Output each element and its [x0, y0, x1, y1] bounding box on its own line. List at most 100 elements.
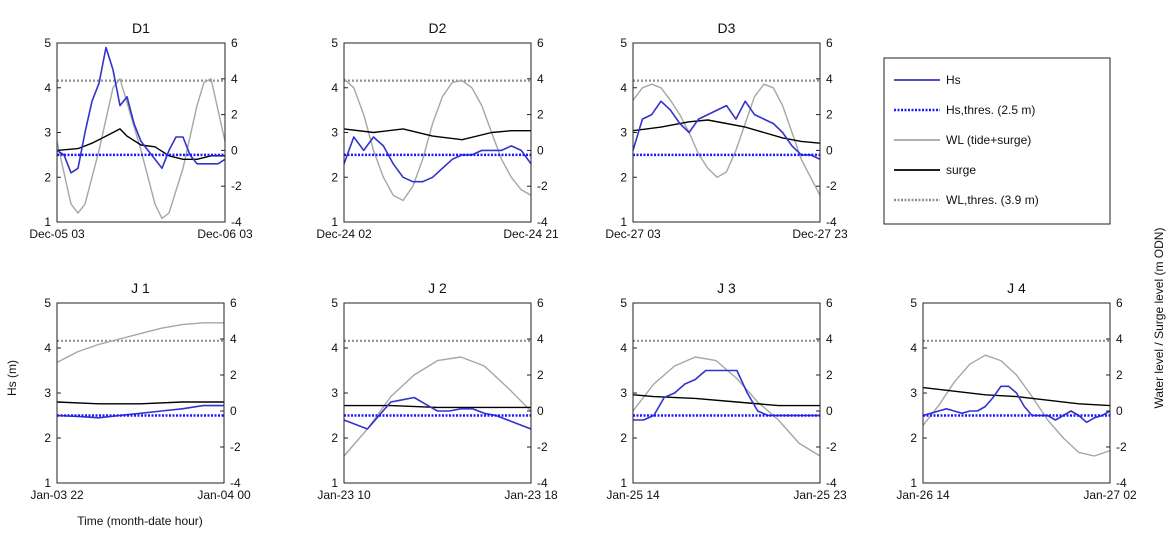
- legend-label: Hs,thres. (2.5 m): [946, 103, 1035, 117]
- legend-item: surge: [894, 163, 976, 177]
- right-tick-label: 6: [231, 36, 238, 50]
- x-tick-label-start: Jan-23 10: [317, 488, 371, 502]
- right-tick-label: 2: [537, 368, 544, 382]
- legend-item: Hs: [894, 73, 961, 87]
- x-tick-label-end: Dec-06 03: [197, 227, 253, 241]
- right-tick-label: -4: [826, 215, 837, 229]
- left-tick-label: 4: [910, 341, 917, 355]
- right-tick-label: -2: [231, 179, 242, 193]
- wl-series-line: [923, 354, 1110, 457]
- plot-lines: [57, 322, 224, 419]
- wl-series-line: [633, 356, 820, 457]
- left-tick-label: 1: [331, 215, 338, 229]
- hs-series-line: [344, 136, 531, 183]
- left-tick-label: 1: [620, 476, 627, 490]
- right-tick-label: 6: [230, 296, 237, 310]
- x-tick-label-start: Dec-27 03: [605, 227, 661, 241]
- left-tick-label: 5: [44, 296, 51, 310]
- plot-area: [57, 303, 224, 483]
- left-tick-label: 1: [44, 476, 51, 490]
- plot-lines: [633, 339, 820, 457]
- x-tick-label-start: Jan-03 22: [30, 488, 84, 502]
- x-tick-label-start: Dec-24 02: [316, 227, 372, 241]
- plot-lines: [344, 78, 531, 202]
- left-tick-label: 3: [620, 126, 627, 140]
- panel-j2: 1 2 3 4 5 -4 -2 0 2 4 6 Jan-23 10 Jan-23 18 J 2: [317, 280, 558, 502]
- legend-box: [883, 57, 1111, 225]
- left-tick-label: 3: [44, 386, 51, 400]
- right-tick-label: 4: [231, 72, 238, 86]
- legend: Hs Hs,thres. (2.5 m) WL (tide+surge) surge W…: [883, 57, 1111, 225]
- x-tick-label-end: Jan-25 23: [793, 488, 847, 502]
- left-tick-label: 1: [910, 476, 917, 490]
- left-tick-label: 3: [44, 126, 51, 140]
- legend-label: WL (tide+surge): [946, 133, 1031, 147]
- right-tick-label: 4: [826, 72, 833, 86]
- legend-item: WL (tide+surge): [894, 133, 1031, 147]
- panel-j3: 1 2 3 4 5 -4 -2 0 2 4 6 Jan-25 14 Jan-25 23 J 3: [606, 280, 847, 502]
- panels: 1 2 3 4 5 -4 -2 0 2 4 6 Dec-05 03 Dec-06 03 D1 1 2 3 4 5 -4…: [29, 20, 1137, 502]
- left-tick-label: 3: [620, 386, 627, 400]
- x-tick-label-end: Jan-04 00: [197, 488, 251, 502]
- right-tick-label: -4: [230, 476, 241, 490]
- wl-series-line: [57, 78, 225, 220]
- plot-area: [57, 43, 225, 222]
- panel-title: J 1: [131, 280, 150, 296]
- plot-area: [633, 43, 820, 222]
- right-tick-label: 4: [826, 332, 833, 346]
- plot-area: [344, 303, 531, 483]
- panel-d1: 1 2 3 4 5 -4 -2 0 2 4 6 Dec-05 03 Dec-06 03 D1: [29, 20, 253, 241]
- right-tick-label: -4: [231, 215, 242, 229]
- left-tick-label: 2: [44, 431, 51, 445]
- left-tick-label: 4: [331, 341, 338, 355]
- panel-title: J 3: [717, 280, 736, 296]
- right-tick-label: -4: [537, 215, 548, 229]
- right-tick-label: 2: [826, 368, 833, 382]
- right-tick-label: 4: [1116, 332, 1123, 346]
- left-tick-label: 2: [620, 431, 627, 445]
- panel-d2: 1 2 3 4 5 -4 -2 0 2 4 6 Dec-24 02 Dec-24 21 D2: [316, 20, 559, 241]
- legend-item: Hs,thres. (2.5 m): [894, 103, 1035, 117]
- right-tick-label: 0: [1116, 404, 1123, 418]
- wl-series-line: [344, 356, 531, 457]
- panel-title: J 2: [428, 280, 447, 296]
- panel-j4: 1 2 3 4 5 -4 -2 0 2 4 6 Jan-26 14 Jan-27 02 J 4: [896, 280, 1137, 502]
- plot-lines: [923, 339, 1110, 457]
- right-tick-label: 4: [537, 332, 544, 346]
- plot-lines: [633, 79, 820, 196]
- left-tick-label: 5: [620, 36, 627, 50]
- surge-series-line: [633, 119, 820, 144]
- x-tick-label-end: Dec-27 23: [792, 227, 848, 241]
- right-tick-label: -2: [1116, 440, 1127, 454]
- surge-series-line: [923, 386, 1110, 407]
- x-axis-label: Time (month-date hour): [77, 514, 203, 528]
- wl-series-line: [633, 83, 820, 196]
- hs-series-line: [57, 46, 225, 174]
- left-tick-label: 2: [910, 431, 917, 445]
- x-tick-label-start: Dec-05 03: [29, 227, 85, 241]
- right-tick-label: 0: [826, 143, 833, 157]
- panel-d3: 1 2 3 4 5 -4 -2 0 2 4 6 Dec-27 03 Dec-27 23 D3: [605, 20, 848, 241]
- right-tick-label: 0: [826, 404, 833, 418]
- plot-lines: [57, 46, 225, 220]
- right-tick-label: 6: [826, 296, 833, 310]
- right-tick-label: 0: [231, 143, 238, 157]
- x-tick-label-end: Jan-23 18: [504, 488, 558, 502]
- right-tick-label: -2: [537, 440, 548, 454]
- wl-series-line: [57, 322, 224, 364]
- surge-series-line: [57, 128, 225, 161]
- left-tick-label: 1: [44, 215, 51, 229]
- right-tick-label: 6: [1116, 296, 1123, 310]
- right-tick-label: 0: [537, 404, 544, 418]
- legend-label: WL,thres. (3.9 m): [946, 193, 1039, 207]
- plot-lines: [344, 339, 531, 457]
- legend-label: Hs: [946, 73, 961, 87]
- right-tick-label: 2: [537, 108, 544, 122]
- hs-series-line: [633, 100, 820, 161]
- right-tick-label: 0: [230, 404, 237, 418]
- right-tick-label: 2: [230, 368, 237, 382]
- left-tick-label: 2: [331, 431, 338, 445]
- right-tick-label: 6: [537, 296, 544, 310]
- left-tick-label: 5: [910, 296, 917, 310]
